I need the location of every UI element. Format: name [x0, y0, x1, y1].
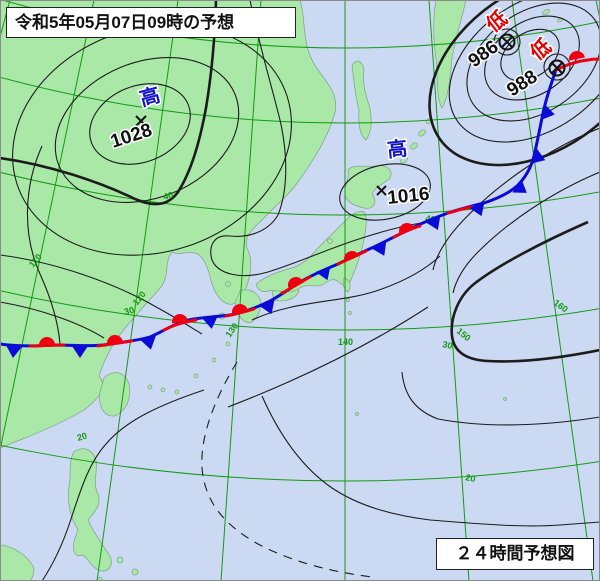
isobar-low-ring-1	[500, 28, 560, 82]
meridian-160e	[511, 0, 594, 581]
isobar-pacific-1	[227, 306, 429, 408]
meridian-130e	[220, 0, 262, 581]
warm-front-semicircle-icons	[39, 51, 585, 345]
honshu	[255, 211, 367, 293]
kuril-islands	[400, 9, 564, 164]
parallel-30n	[0, 289, 600, 331]
isobar-low-ring-3	[466, 2, 600, 122]
isobar-1028-outer	[54, 57, 240, 203]
map-type-box: ２４時間予想図	[436, 538, 594, 570]
isobar-1020-thick	[0, 0, 218, 206]
isobar-pacific-2	[261, 395, 600, 527]
lat-label-20-east: 20	[465, 472, 477, 484]
meridian-110e	[0, 0, 95, 451]
kamchatka	[433, 0, 467, 109]
isobar-low-ring-4	[448, 0, 600, 143]
isobar-ne-2	[452, 171, 600, 294]
isobar-1028-inner	[89, 83, 191, 165]
lat-label-30-west: 30	[123, 305, 135, 317]
low-center-circle-x-icon	[548, 59, 566, 77]
low-center-circle-x-icon	[498, 33, 516, 51]
lat-label-30-east: 30	[442, 339, 454, 351]
isobar-low988-core	[543, 53, 571, 81]
lon-label-140: 140	[338, 337, 353, 347]
small-islands	[97, 238, 507, 581]
parallel-50n	[0, 76, 600, 124]
meridian-100e	[0, 0, 11, 38]
isobar-sea-of-japan	[210, 0, 429, 277]
high-center-x-icon	[135, 115, 147, 127]
isobar-hook-thick	[450, 220, 600, 363]
isobar-low986-core	[493, 28, 521, 56]
isobar-philippines	[41, 389, 205, 581]
high-symbol: 高	[386, 136, 408, 162]
isobar-sw-arc-1	[0, 254, 203, 335]
forecast-datetime-label: 令和5年05月07日09時の予想	[15, 13, 235, 32]
hokkaido	[344, 165, 392, 209]
isobar-west-edge	[26, 145, 61, 345]
isobar-low-ring-2	[484, 15, 580, 101]
isobar-sw-arc-2	[0, 301, 105, 339]
asian-continent	[0, 0, 337, 449]
parallel-60n	[1, 0, 600, 49]
luzon	[68, 448, 112, 572]
taiwan	[99, 372, 131, 417]
sakhalin	[351, 60, 372, 141]
isobar-dashed-trough	[201, 361, 373, 578]
high-value: 1016	[386, 184, 430, 209]
parallel-40n	[0, 171, 600, 216]
isobar-1016-ellipse	[339, 163, 431, 221]
forecast-datetime-box: 令和5年05月07日09時の予想	[6, 7, 296, 38]
meridian-120e	[96, 0, 179, 581]
high-center-x-icon	[376, 185, 387, 196]
lat-label-40-west: 40	[162, 190, 174, 202]
lat-label-20-west: 20	[76, 431, 88, 443]
isobar-low-ring-thick	[428, 0, 600, 167]
isobar-pacific-3	[401, 371, 600, 426]
cold-front-triangle-icons	[6, 104, 555, 358]
meridian-150e	[428, 0, 470, 581]
isobar-south-of-japan	[251, 255, 441, 321]
coastline-layer	[0, 0, 564, 581]
front-layer	[0, 51, 600, 358]
map-type-label: ２４時間予想図	[455, 544, 575, 563]
